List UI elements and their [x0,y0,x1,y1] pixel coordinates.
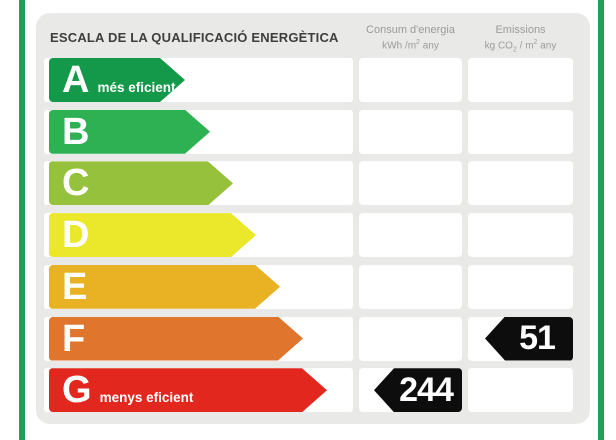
rating-arrow-label: més eficient [97,80,176,95]
emissions-column-header: Emissions kg CO2 / m2 any [468,23,573,55]
emissions-cell-F: 51 [468,316,573,361]
consum-cell-B [359,109,462,154]
rating-letter-G: G [62,369,91,412]
emissions-column-unit: kg CO2 / m2 any [484,38,557,54]
rating-arrow-E: E [49,265,280,309]
rating-letter-A: A [62,59,89,101]
consum-cell-G: 244 [359,368,462,413]
emissions-cell-E [468,264,573,309]
rating-row-C: C [36,161,590,206]
consum-value-tag-value: 244 [399,370,454,409]
consum-cell-C [359,161,462,206]
emissions-cell-C [468,161,573,206]
energy-scale-panel: ESCALA DE LA QUALIFICACIÓ ENERGÈTICA Con… [36,13,590,424]
rating-row-E: E [36,264,590,309]
rating-letter-B: B [62,110,89,153]
rating-letter-E: E [62,265,87,308]
emissions-cell-B [468,109,573,154]
rating-arrow-D: D [49,213,256,257]
rating-row-D: D [36,213,590,258]
emissions-value-tag-value: 51 [519,319,556,357]
consum-column-title: Consum d'energia [366,24,455,36]
consum-cell-F [359,316,462,361]
consum-column-header: Consum d'energia kWh /m2 any [359,23,462,53]
emissions-cell-G [468,368,573,413]
right-green-bar [598,0,604,440]
rating-row-B: B [36,109,590,154]
consum-cell-D [359,213,462,258]
rating-arrow-F: F [49,317,303,361]
rating-letter-C: C [62,162,89,205]
rating-arrow-B: B [49,110,210,154]
rating-arrow-C: C [49,161,233,205]
rating-arrow-label: menys eficient [99,390,194,406]
scale-title: ESCALA DE LA QUALIFICACIÓ ENERGÈTICA [50,30,339,45]
rating-row-F: F 51 [36,316,590,361]
left-green-bar [19,0,25,440]
consum-value-tag: 244 [374,368,462,413]
emissions-cell-D [468,213,573,258]
emissions-cell-A [468,58,573,102]
emissions-column-title: Emissions [495,24,546,36]
rating-letter-D: D [62,214,89,257]
emissions-value-tag: 51 [485,316,573,361]
rating-letter-F: F [62,317,85,360]
consum-cell-A [359,58,462,102]
consum-cell-E [359,264,462,309]
consum-column-unit: kWh /m2 any [382,38,439,52]
